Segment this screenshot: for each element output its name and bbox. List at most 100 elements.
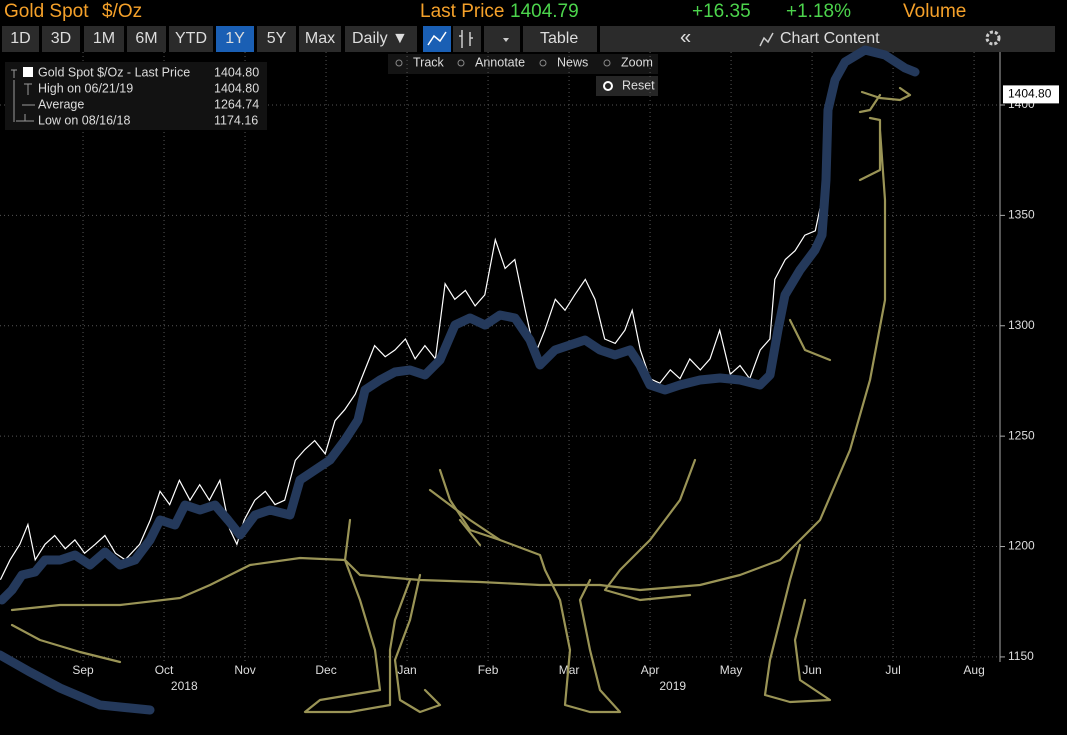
change: +16.35	[692, 1, 751, 22]
dino-tail	[0, 650, 155, 715]
range-label[interactable]: Max	[305, 30, 335, 47]
stat-value: 1264.74	[214, 97, 259, 111]
range-label[interactable]: 5Y	[267, 30, 287, 47]
range-label[interactable]: 3D	[51, 30, 71, 47]
dino-mark	[788, 318, 832, 362]
volume-label: Volume	[903, 1, 966, 22]
legend-swatch	[23, 67, 33, 77]
tool-icon	[603, 59, 611, 67]
dino-belly-top	[10, 556, 602, 612]
table-button[interactable]	[523, 26, 597, 52]
ticker: Gold Spot	[4, 1, 89, 22]
dino-neck	[598, 93, 887, 592]
x-tick-label: May	[720, 663, 743, 677]
frequency-button[interactable]	[345, 26, 417, 52]
tool-label[interactable]: Track	[413, 55, 445, 69]
range-label[interactable]: YTD	[175, 30, 207, 47]
price-line	[0, 94, 833, 580]
range-label[interactable]: 1D	[10, 30, 30, 47]
dino-jaw	[860, 86, 912, 102]
dino-front-leg	[428, 488, 622, 714]
stat-label: Low on 08/16/18	[38, 113, 130, 127]
last-price-tag-label: 1404.80	[1008, 87, 1052, 101]
chart-tools: Track Annotate News Zoom	[395, 55, 653, 69]
dino-chest-leg	[763, 543, 832, 704]
last-price-label: Last Price	[420, 1, 504, 22]
toolbar-right	[600, 26, 1055, 52]
tool-label[interactable]: Zoom	[621, 55, 653, 69]
dino-leg-inner	[393, 573, 442, 714]
y-tick-label: 1200	[1008, 539, 1035, 553]
x-tick-label: Jun	[802, 663, 821, 677]
x-tick-label: Oct	[155, 663, 174, 677]
y-tick-label: 1300	[1008, 318, 1035, 332]
plot	[0, 94, 833, 580]
bar-icon	[459, 30, 473, 48]
chart-tools-bar	[388, 54, 658, 74]
range-button[interactable]	[84, 26, 124, 52]
stat-label: Average	[38, 97, 84, 111]
legend: Gold Spot $/Oz - Last Price 1404.80 High…	[5, 62, 267, 130]
stat-label: High on 06/21/19	[38, 81, 133, 95]
tool-icon	[539, 59, 547, 67]
change-pct: +1.18%	[786, 1, 851, 22]
stat-value: 1174.16	[214, 113, 258, 127]
range-button[interactable]	[299, 26, 341, 52]
x-tick-label: Sep	[72, 663, 94, 677]
bar-chart-button[interactable]	[453, 26, 481, 52]
chart-content[interactable]: Chart Content	[780, 30, 880, 47]
line-icon	[427, 31, 447, 46]
x-tick-label: Dec	[315, 663, 336, 677]
tool-label[interactable]: Annotate	[475, 55, 525, 69]
range-button[interactable]	[257, 26, 296, 52]
tool-label[interactable]: News	[557, 55, 588, 69]
dino-back	[0, 45, 920, 605]
dino-doodle	[0, 45, 920, 715]
range-label[interactable]: 1M	[93, 30, 115, 47]
range-label[interactable]: 1Y	[225, 30, 245, 47]
reset[interactable]: Reset	[622, 78, 655, 92]
last-price-tag	[1003, 85, 1059, 104]
range-button[interactable]	[42, 26, 80, 52]
x-tick-label: Feb	[478, 663, 499, 677]
dino-arm	[603, 458, 697, 602]
range-button[interactable]	[169, 26, 213, 52]
frequency[interactable]: Daily ▼	[352, 30, 408, 47]
toolbar: Daily ▼ Table « Chart Content 1D 3D 1M 6M YT…	[2, 26, 1055, 52]
chart-type-dropdown[interactable]	[484, 26, 520, 52]
x-tick-label: Nov	[234, 663, 255, 677]
y-tick-label: 1350	[1008, 208, 1035, 222]
unit: $/Oz	[102, 1, 142, 22]
dino-hip	[438, 468, 502, 542]
y-tick-label: 1250	[1008, 428, 1035, 442]
range-label[interactable]: 6M	[135, 30, 157, 47]
x-tick-label: Jan	[397, 663, 416, 677]
range-button[interactable]	[127, 26, 166, 52]
tool-icon	[457, 59, 465, 67]
legend-stats: High on 06/21/19 1404.80 Average 1264.74 Low…	[38, 81, 259, 127]
x-tick-label: Apr	[641, 663, 660, 677]
x-tick-label: Aug	[963, 663, 984, 677]
reset-icon	[603, 81, 613, 91]
y-tick-label: 1150	[1008, 649, 1034, 663]
table[interactable]: Table	[540, 30, 578, 47]
x-tick-label: Jul	[885, 663, 900, 677]
legend-icons	[13, 80, 32, 122]
collapse[interactable]: «	[680, 26, 691, 48]
settings-gear[interactable]	[985, 30, 1001, 46]
reset-button[interactable]	[596, 76, 658, 96]
legend-icon-expand	[11, 69, 17, 78]
x-group-label: 2019	[659, 679, 686, 693]
legend-box	[5, 62, 267, 130]
range-button[interactable]	[216, 26, 254, 52]
tool-icon	[395, 59, 403, 67]
range-button[interactable]	[2, 26, 39, 52]
last-price: 1404.79	[510, 1, 579, 22]
legend-series-value: 1404.80	[214, 65, 259, 79]
dropdown-arrow	[503, 38, 509, 42]
dino-back-leg	[303, 518, 412, 714]
legend-series-name: Gold Spot $/Oz - Last Price	[38, 65, 190, 79]
stat-value: 1404.80	[214, 81, 259, 95]
